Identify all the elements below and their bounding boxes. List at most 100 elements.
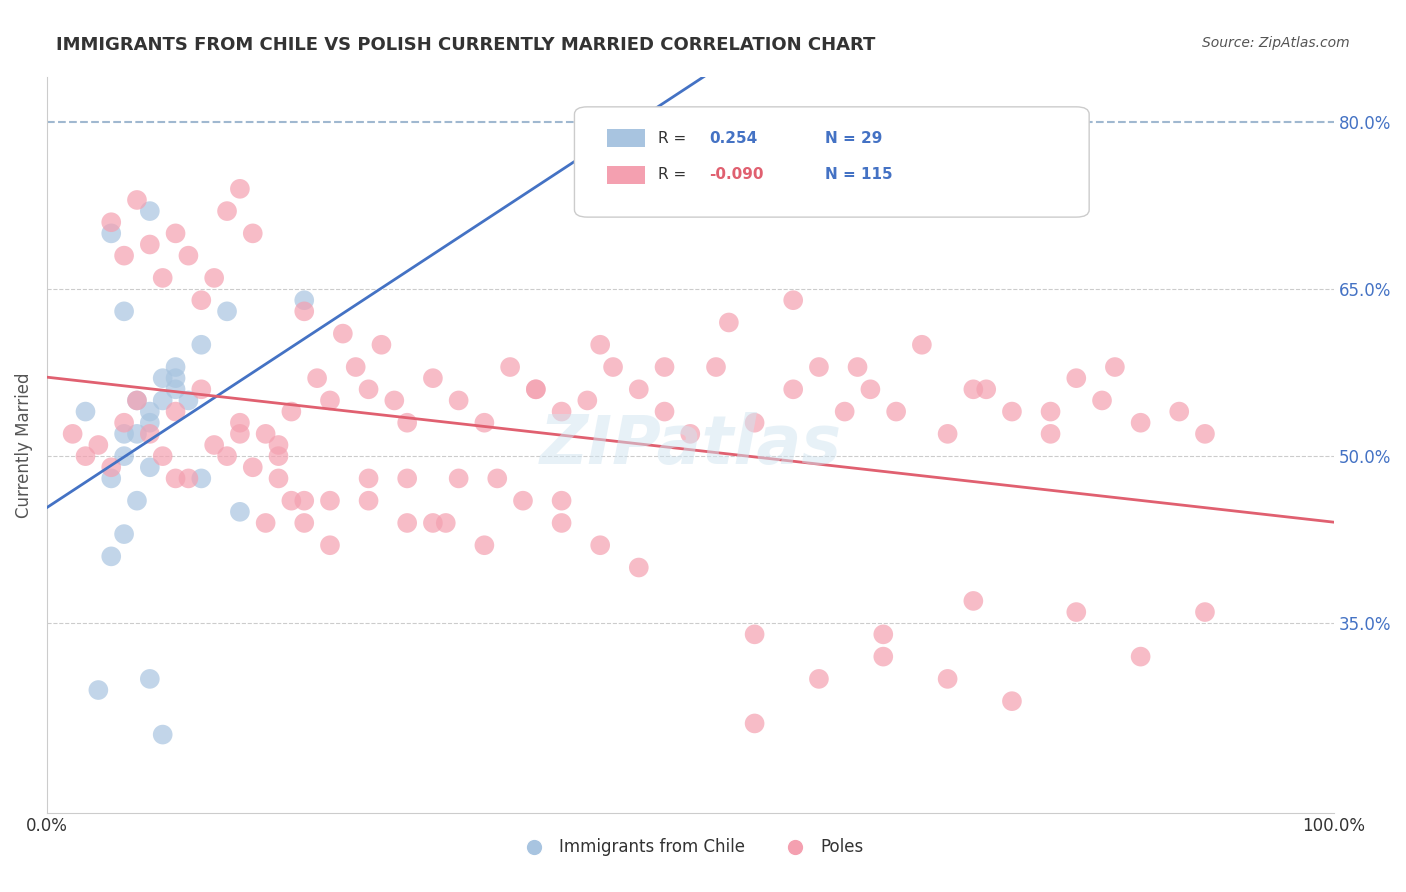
Point	[242, 227, 264, 241]
Point	[165, 359, 187, 374]
Point	[704, 359, 727, 374]
Point	[807, 672, 830, 686]
Point	[87, 683, 110, 698]
Y-axis label: Currently Married: Currently Married	[15, 372, 32, 517]
Text: R =: R =	[658, 168, 686, 182]
Point	[422, 516, 444, 530]
Text: N = 115: N = 115	[825, 168, 893, 182]
Point	[165, 227, 187, 241]
Point	[139, 204, 162, 219]
Point	[550, 516, 572, 530]
Point	[190, 293, 212, 308]
Point	[139, 460, 162, 475]
Bar	[606, 166, 645, 184]
Point	[962, 382, 984, 396]
Point	[1194, 605, 1216, 619]
Point	[254, 426, 277, 441]
Point	[332, 326, 354, 341]
Point	[627, 560, 650, 574]
Point	[177, 393, 200, 408]
Point	[846, 359, 869, 374]
Point	[1129, 649, 1152, 664]
Point	[139, 404, 162, 418]
Point	[576, 393, 599, 408]
Point	[589, 337, 612, 351]
Point	[859, 382, 882, 396]
Point	[499, 359, 522, 374]
Point	[139, 237, 162, 252]
Point	[100, 460, 122, 475]
Point	[834, 404, 856, 418]
Text: 0.254: 0.254	[710, 130, 758, 145]
Point	[936, 426, 959, 441]
Point	[112, 249, 135, 263]
Point	[1039, 404, 1062, 418]
Point	[112, 304, 135, 318]
Point	[962, 594, 984, 608]
Point	[357, 493, 380, 508]
Point	[357, 471, 380, 485]
Point	[292, 304, 315, 318]
Point	[1168, 404, 1191, 418]
Point	[229, 182, 252, 196]
Point	[242, 460, 264, 475]
Point	[165, 382, 187, 396]
Point	[396, 416, 419, 430]
Point	[807, 359, 830, 374]
Point	[1091, 393, 1114, 408]
Point	[744, 627, 766, 641]
Point	[100, 549, 122, 564]
Point	[139, 416, 162, 430]
Point	[1104, 359, 1126, 374]
Point	[717, 316, 740, 330]
Text: IMMIGRANTS FROM CHILE VS POLISH CURRENTLY MARRIED CORRELATION CHART: IMMIGRANTS FROM CHILE VS POLISH CURRENTL…	[56, 36, 876, 54]
Point	[1064, 605, 1087, 619]
Point	[267, 438, 290, 452]
Point	[152, 271, 174, 285]
Point	[112, 416, 135, 430]
Point	[550, 493, 572, 508]
Point	[75, 404, 97, 418]
Point	[165, 471, 187, 485]
Text: N = 29: N = 29	[825, 130, 883, 145]
Point	[112, 449, 135, 463]
Point	[229, 416, 252, 430]
Point	[884, 404, 907, 418]
Point	[422, 371, 444, 385]
Point	[229, 426, 252, 441]
Point	[139, 426, 162, 441]
Point	[486, 471, 509, 485]
Point	[872, 649, 894, 664]
Point	[215, 304, 238, 318]
Point	[100, 215, 122, 229]
Point	[152, 449, 174, 463]
Point	[1001, 404, 1024, 418]
Point	[280, 493, 302, 508]
Point	[125, 393, 148, 408]
Point	[215, 204, 238, 219]
Point	[319, 538, 342, 552]
Point	[125, 426, 148, 441]
Point	[627, 382, 650, 396]
Point	[319, 393, 342, 408]
Point	[292, 293, 315, 308]
Point	[280, 404, 302, 418]
Point	[447, 471, 470, 485]
Point	[524, 382, 547, 396]
Point	[87, 438, 110, 452]
Legend: Immigrants from Chile, Poles: Immigrants from Chile, Poles	[510, 831, 870, 863]
Point	[1064, 371, 1087, 385]
Point	[177, 249, 200, 263]
Point	[125, 393, 148, 408]
Point	[190, 382, 212, 396]
Point	[215, 449, 238, 463]
Point	[744, 416, 766, 430]
Point	[202, 438, 225, 452]
Point	[679, 426, 702, 441]
Point	[190, 337, 212, 351]
Text: Source: ZipAtlas.com: Source: ZipAtlas.com	[1202, 36, 1350, 50]
Point	[550, 404, 572, 418]
Point	[1001, 694, 1024, 708]
Point	[152, 393, 174, 408]
Point	[447, 393, 470, 408]
